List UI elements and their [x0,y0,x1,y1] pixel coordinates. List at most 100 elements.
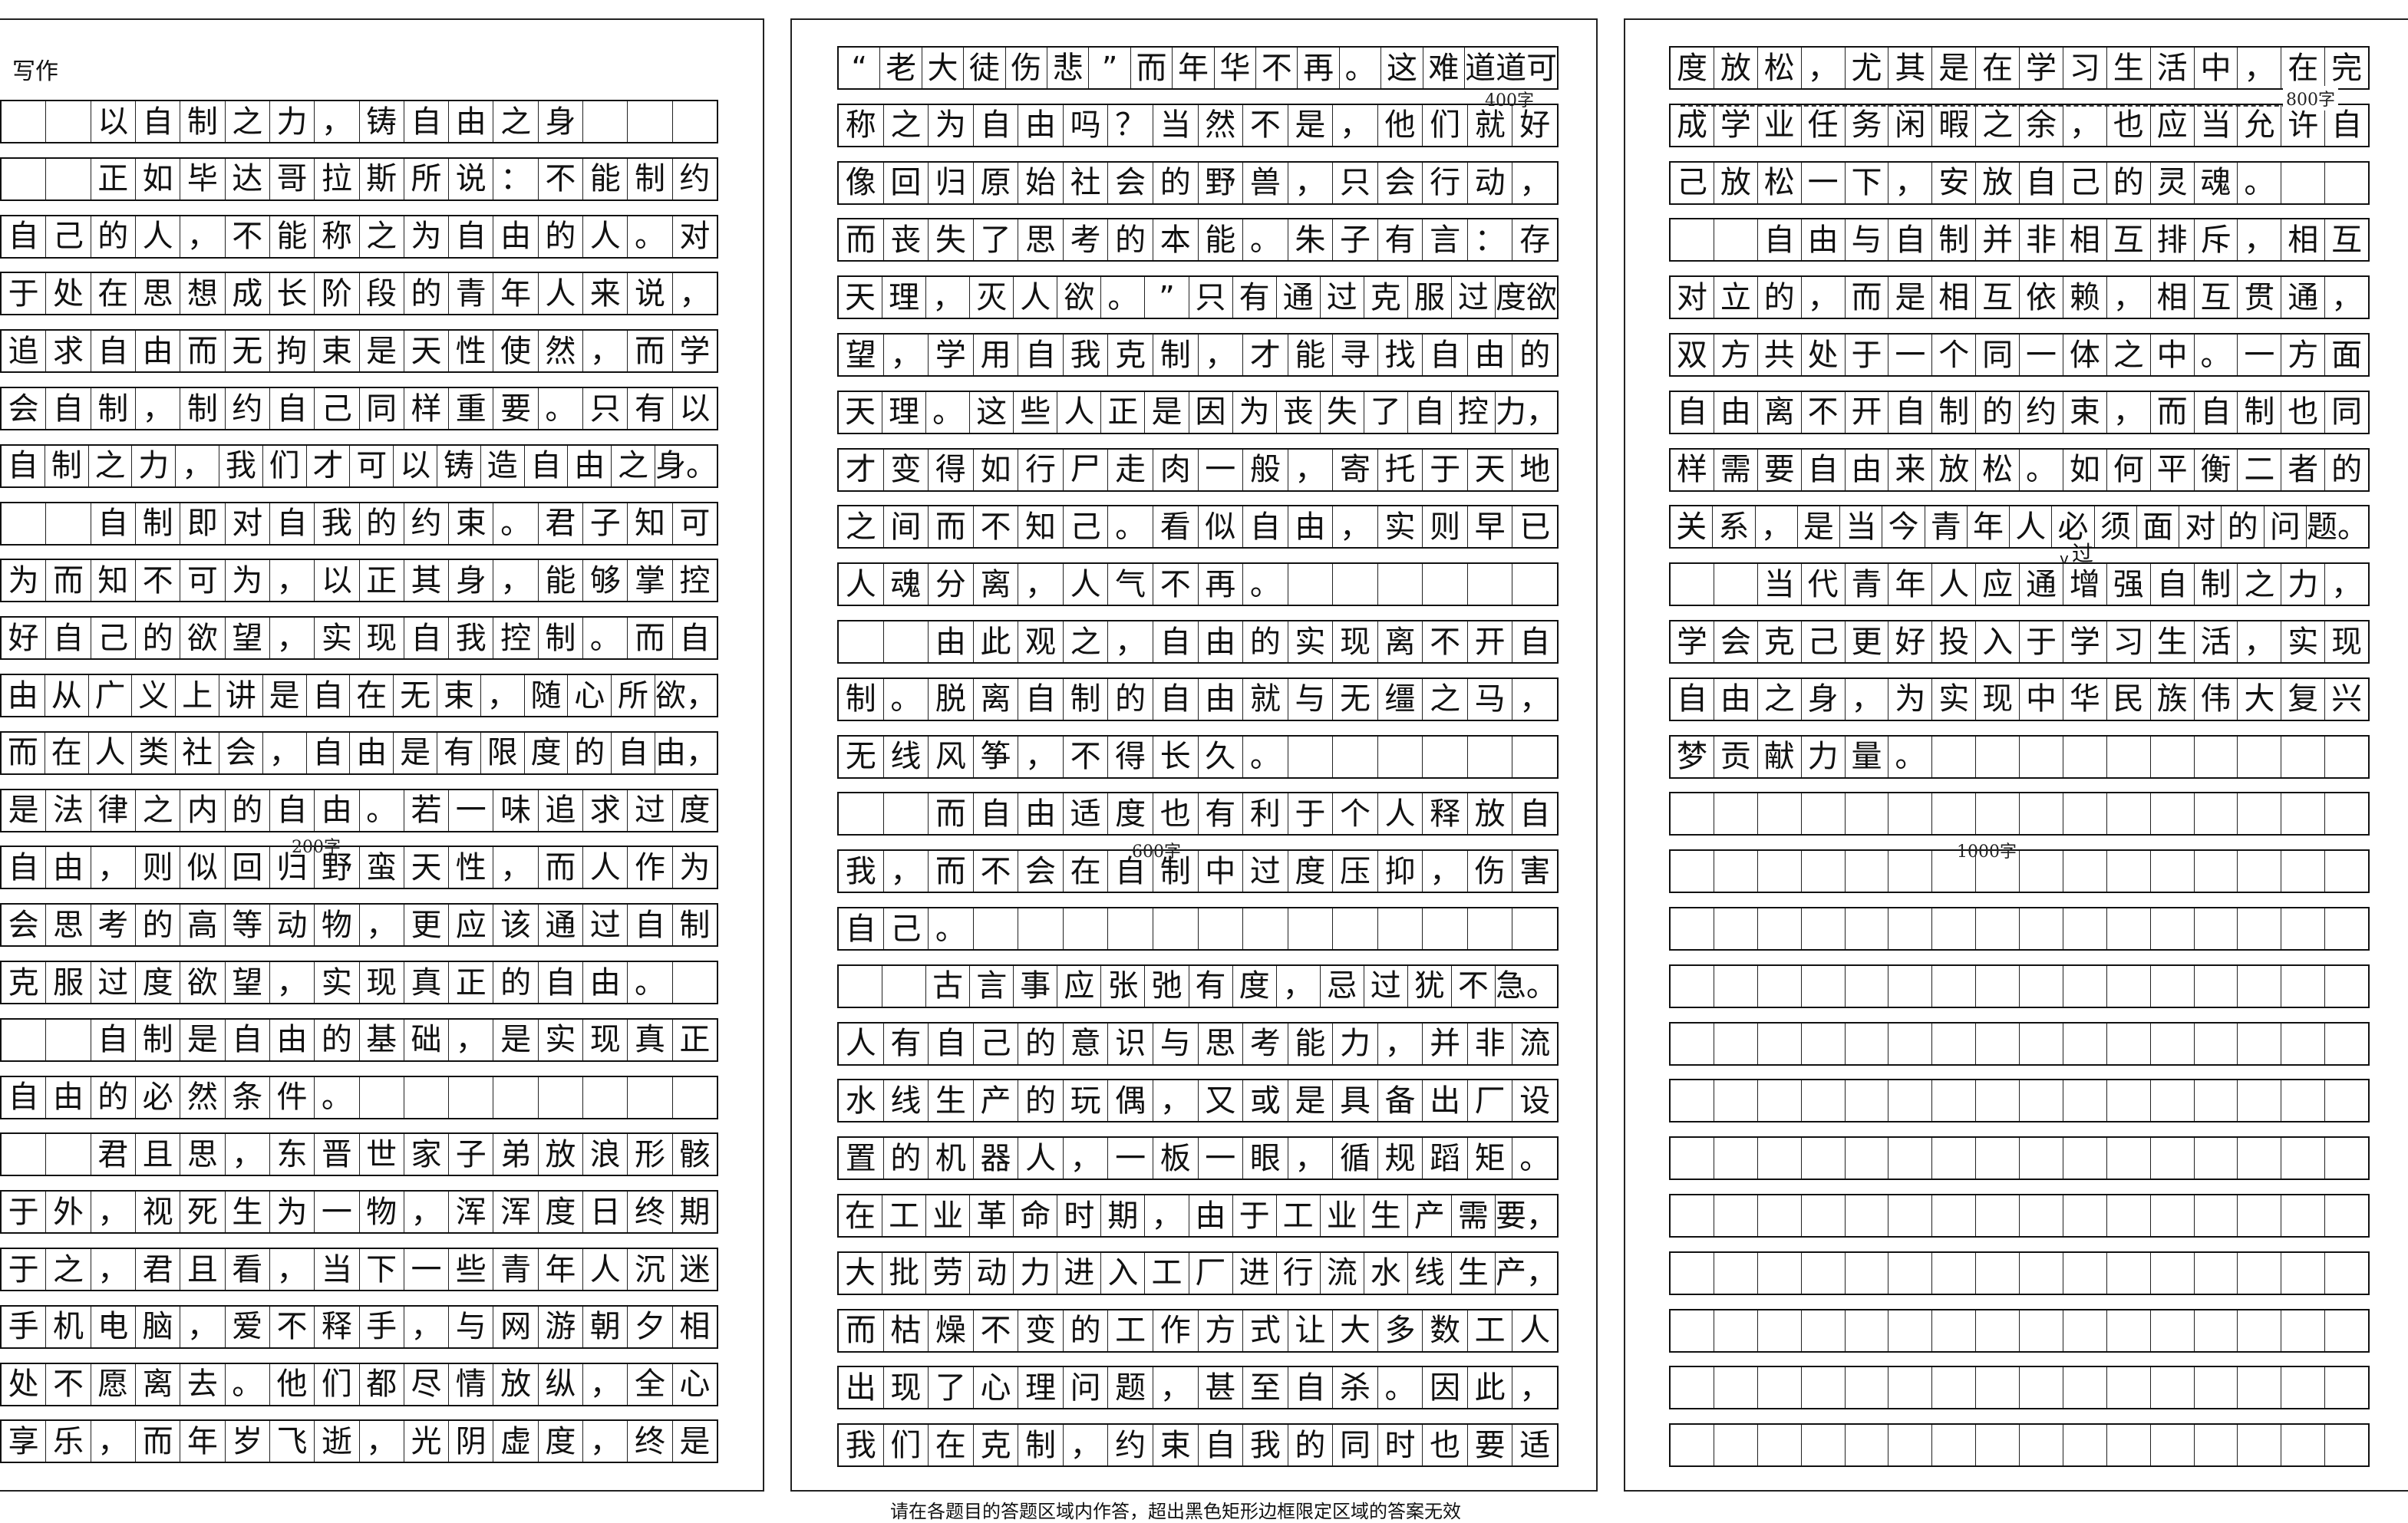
grid-cell [449,1076,494,1118]
grid-cell: 实 [315,618,360,659]
grid-cell: 当 [2195,104,2238,146]
grid-cell: 现 [360,962,404,1003]
answer-panel-middle [790,18,1598,1492]
grid-cell: 由 [568,445,612,486]
grid-cell: 可 [350,445,394,486]
grid-cell: 在 [2281,48,2326,88]
grid-cell: 现 [583,1019,628,1060]
grid-row: 当代青年人应通增强自制之力， [1669,562,2370,607]
grid-cell: 已 [1519,509,1551,545]
grid-cell: 如 [974,449,1019,490]
grid-cell: 束 [1153,1425,1199,1466]
grid-cell: 自 [270,503,315,544]
grid-cell: 而 [929,793,974,835]
grid-cell: 有 [1378,219,1423,261]
grid-cell: ， [1519,165,1551,201]
grid-cell: ， [1802,48,1846,88]
grid-cell [1888,1367,1933,1409]
grid-cell: 天 [839,277,883,318]
grid-cell: 来 [583,273,628,315]
grid-cell: 生 [2107,48,2151,88]
grid-cell: 丧 [884,219,929,261]
grid-cell: 的 [136,618,181,659]
grid-cell: 相 [2281,219,2326,261]
grid-cell: 为 [2,560,47,602]
grid-cell: 为 [404,216,450,257]
grid-cell [1888,965,1933,1007]
grid-cell [1512,908,1557,949]
grid-cell: ， [884,851,929,892]
grid-cell: 去 [180,1363,226,1405]
grid-cell [1932,1138,1977,1179]
grid-cell: 作 [628,847,673,888]
grid-cell: 之 [493,101,539,142]
grid-cell [2281,851,2326,892]
grid-cell: 家 [404,1134,450,1175]
grid-cell: 克 [974,1425,1019,1466]
grid-cell: 自 [91,1019,136,1060]
grid-cell: 子 [583,503,628,544]
grid-cell: 通 [1277,277,1321,318]
grid-cell [493,1076,539,1118]
grid-cell: 自 [2195,391,2238,433]
grid-cell: 制 [1932,219,1977,261]
grid-cell: 魂 [884,564,929,605]
grid-cell: 实 [2281,621,2326,662]
grid-row [1669,1079,2370,1123]
grid-cell: 此 [1468,1367,1513,1409]
grid-cell: 了 [929,1367,974,1409]
grid-cell: 服 [46,962,91,1003]
grid-cell [1802,1367,1846,1409]
grid-cell: 现 [2331,624,2363,660]
grid-cell: 自 [2151,564,2195,605]
grid-cell: ， [884,335,929,375]
grid-cell: 大 [922,48,965,88]
grid-cell [1932,1195,1977,1236]
grid-cell: 。 [628,962,673,1003]
grid-cell: 一 [1802,162,1846,203]
grid-cell: ， [91,1249,136,1290]
grid-cell: 应 [1057,965,1102,1007]
grid-cell [1714,219,1758,261]
grid-cell: 有 [884,1023,929,1064]
grid-cell: 似 [180,847,226,888]
grid-cell: 的 [136,905,181,946]
grid-cell: ， [1756,506,1798,548]
grid-cell: 相 [2063,219,2107,261]
grid-cell: 制 [2238,391,2282,433]
grid-cell: 释 [315,1306,360,1347]
grid-cell: 。 [1340,48,1382,88]
grid-cell: 虚 [493,1421,539,1462]
grid-cell [2281,1252,2326,1294]
grid-cell [1468,564,1513,605]
grid-cell: 且 [180,1249,226,1290]
grid-cell: 能 [1288,335,1334,375]
grid-cell: ， [1519,1370,1551,1406]
grid-cell: 望 [839,335,884,375]
grid-cell: 排 [2151,219,2195,261]
grid-cell [1018,908,1064,949]
grid-cell: 爱 [226,1306,270,1347]
grid-cell: 托 [1378,449,1423,490]
grid-cell [2107,1310,2151,1351]
grid-cell: 才 [839,449,884,490]
grid-cell: 他 [1378,104,1423,146]
grid-cell: 自 [136,101,181,142]
grid-cell: 约 [404,503,450,544]
grid-cell: 于 [1423,449,1468,490]
grid-cell: 者 [2281,449,2326,490]
grid-cell: 魂 [2195,162,2238,203]
grid-cell: 机 [46,1306,91,1347]
grid-cell: 之 [1064,621,1109,662]
grid-cell: ， [315,101,360,142]
grid-cell: 好 [2,618,47,659]
grid-cell: 人 [1057,391,1102,433]
grid-cell [1758,1310,1802,1351]
grid-cell [2151,1310,2195,1351]
grid-cell [2325,1195,2368,1236]
grid-cell: 们 [884,1425,929,1466]
grid-cell: 理 [1018,1367,1064,1409]
grid-cell [1976,1425,2020,1466]
grid-cell: 斯 [360,158,404,199]
grid-cell: 一 [404,1249,450,1290]
